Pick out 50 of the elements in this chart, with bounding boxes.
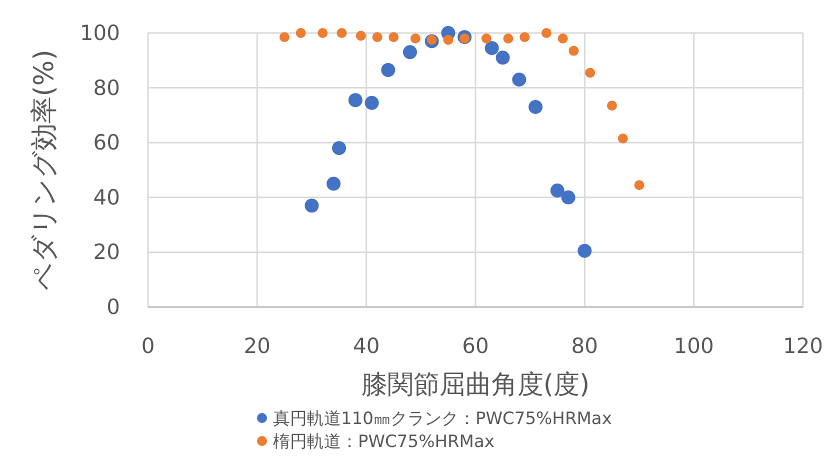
point [403,45,417,60]
point [372,32,382,42]
point [484,41,499,56]
x-tick-label: 0 [141,334,155,358]
point [618,133,628,144]
point [606,100,617,111]
point [634,180,644,190]
y-tick-label: 20 [93,240,120,264]
legend-label: 楕円軌道：PWC75%HRMax [273,432,494,452]
x-tick-label: 20 [244,334,271,358]
point [326,176,341,191]
x-tick-label: 60 [462,334,489,358]
point [503,33,514,44]
point [578,244,592,258]
x-tick-label: 80 [571,334,598,358]
point [348,93,362,108]
point [496,50,510,65]
y-tick-label: 80 [93,76,120,100]
point [585,68,596,78]
y-axis-title: ペダリング効率(%) [29,50,60,290]
point [364,96,379,110]
point [336,28,347,38]
point [356,30,366,41]
point [318,28,328,38]
point [568,46,579,56]
legend-label: 真円軌道110㎜クランク：PWC75%HRMax [273,409,612,429]
x-tick-label: 120 [782,334,824,358]
point [520,32,530,42]
y-tick-label: 60 [93,130,120,155]
point [512,72,526,87]
x-tick-label: 40 [352,334,380,358]
point [332,141,346,156]
y-tick-label: 0 [106,295,120,319]
point [541,28,552,38]
x-tick-label: 100 [674,334,714,358]
point [561,190,576,204]
point [381,62,396,77]
point [279,32,290,42]
y-tick-label: 100 [80,21,120,45]
x-axis-title: 膝関節屈曲角度(度) [361,370,590,400]
point [528,100,543,114]
point [481,33,492,44]
point [304,198,319,213]
point [550,184,564,198]
point [410,33,420,44]
point [296,28,306,38]
point [443,34,454,45]
point [388,32,399,42]
point [558,33,568,44]
y-tick-label: 40 [93,185,120,210]
